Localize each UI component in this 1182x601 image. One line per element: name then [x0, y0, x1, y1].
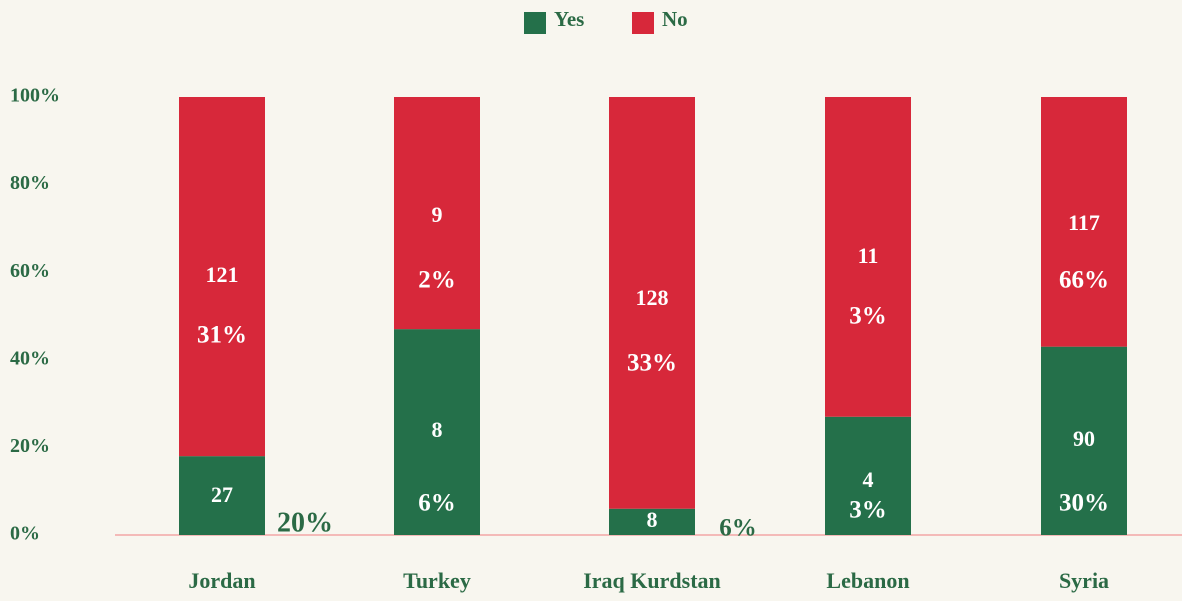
x-tick-label: Iraq Kurdstan: [583, 568, 721, 593]
bar-segment: [609, 97, 695, 509]
legend-swatch: [524, 12, 546, 34]
bar-segment: [1041, 346, 1127, 535]
legend-label: Yes: [554, 7, 584, 31]
count-label: 27: [211, 482, 233, 507]
percent-label: 66%: [1059, 267, 1109, 294]
bar-segment: [825, 97, 911, 417]
percent-label: 3%: [849, 303, 887, 330]
count-label: 117: [1068, 210, 1100, 235]
bar-segment: [394, 329, 480, 535]
y-tick-label: 100%: [10, 85, 60, 107]
y-tick-label: 80%: [10, 172, 50, 194]
bar-segment: [179, 456, 265, 535]
count-label: 11: [858, 243, 879, 268]
bar-segment: [825, 416, 911, 535]
count-label: 9: [432, 202, 443, 227]
percent-label: 2%: [418, 267, 456, 294]
y-tick-label: 0%: [10, 523, 40, 545]
percent-label: 6%: [719, 515, 757, 542]
y-tick-label: 40%: [10, 347, 50, 369]
x-tick-label: Syria: [1059, 568, 1109, 593]
percent-label: 3%: [849, 497, 887, 524]
percent-label: 33%: [627, 350, 677, 377]
percent-label: 31%: [197, 322, 247, 349]
bar-segment: [609, 508, 695, 535]
legend-label: No: [662, 7, 688, 31]
count-label: 121: [206, 262, 239, 287]
percent-label: 6%: [418, 490, 456, 517]
percent-label: 30%: [1059, 490, 1109, 517]
bar-segment: [394, 97, 480, 330]
count-label: 90: [1073, 426, 1095, 451]
bar-segment: [179, 97, 265, 457]
x-tick-label: Lebanon: [826, 568, 909, 593]
percent-label: 20%: [277, 507, 333, 538]
count-label: 4: [863, 467, 874, 492]
legend-swatch: [632, 12, 654, 34]
x-tick-label: Turkey: [403, 568, 471, 593]
y-tick-label: 20%: [10, 435, 50, 457]
count-label: 128: [636, 285, 669, 310]
count-label: 8: [432, 417, 443, 442]
bar-segment: [1041, 97, 1127, 347]
y-tick-label: 60%: [10, 260, 50, 282]
x-tick-label: Jordan: [188, 568, 255, 593]
count-label: 8: [647, 507, 658, 532]
